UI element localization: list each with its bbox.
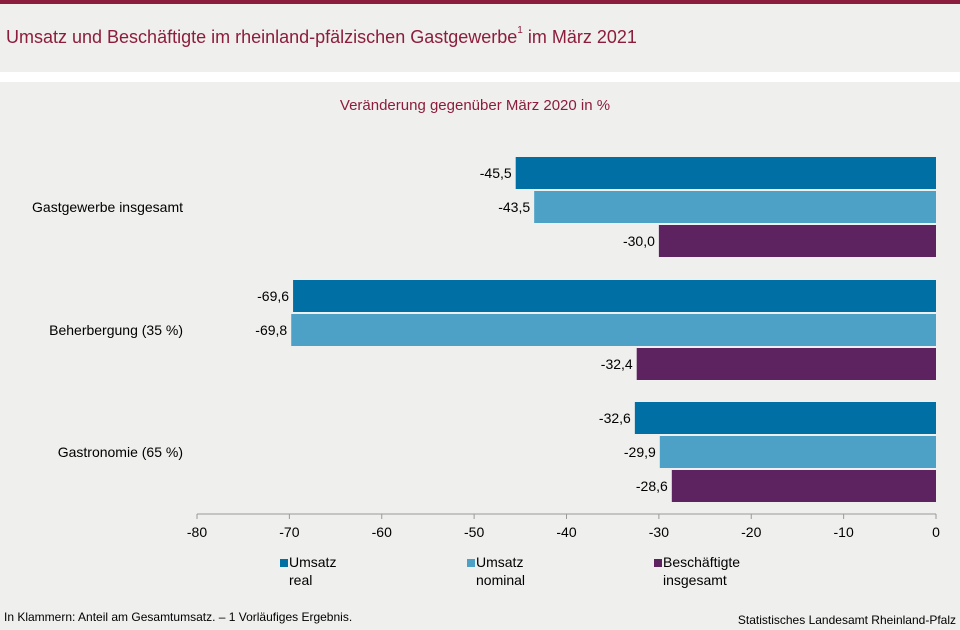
chart-title-suffix: im März 2021 xyxy=(522,27,637,47)
bar xyxy=(658,225,936,257)
chart-title: Umsatz und Beschäftigte im rheinland-pfä… xyxy=(6,25,637,48)
legend-label: nominal xyxy=(476,572,525,588)
bar-chart: Veränderung gegenüber März 2020 in % Gast… xyxy=(32,97,940,588)
x-tick-label: -50 xyxy=(464,524,484,540)
data-label: -30,0 xyxy=(623,233,655,249)
bar xyxy=(671,470,936,502)
bar xyxy=(659,436,936,468)
bar xyxy=(534,191,936,223)
bar xyxy=(636,348,936,380)
legend-label: insgesamt xyxy=(663,572,727,588)
x-tick-label: -60 xyxy=(372,524,392,540)
legend-swatch xyxy=(280,559,288,567)
x-tick-label: 0 xyxy=(932,524,940,540)
data-label: -69,6 xyxy=(257,288,289,304)
bar xyxy=(293,280,936,312)
legend-label: Beschäftigte xyxy=(663,554,740,570)
chart-subtitle: Veränderung gegenüber März 2020 in % xyxy=(340,97,610,114)
x-tick-label: -10 xyxy=(834,524,854,540)
x-tick-label: -80 xyxy=(187,524,207,540)
data-label: -43,5 xyxy=(498,199,530,215)
category-label: Gastgewerbe insgesamt xyxy=(32,199,183,215)
bar xyxy=(634,402,936,434)
category-label: Gastronomie (65 %) xyxy=(58,444,183,460)
data-label: -28,6 xyxy=(636,478,668,494)
legend-label: Umsatz xyxy=(476,554,523,570)
chart-title-main: Umsatz und Beschäftigte im rheinland-pfä… xyxy=(6,27,518,47)
data-label: -32,4 xyxy=(601,356,633,372)
header: Umsatz und Beschäftigte im rheinland-pfä… xyxy=(0,4,960,72)
x-tick-label: -40 xyxy=(556,524,576,540)
source-credit: Statistisches Landesamt Rheinland-Pfalz xyxy=(737,613,956,627)
data-label: -45,5 xyxy=(480,165,512,181)
x-tick-label: -30 xyxy=(649,524,669,540)
chart-title-footnote-marker: 1 xyxy=(517,25,523,36)
top-accent-bar xyxy=(0,0,960,4)
category-label: Beherbergung (35 %) xyxy=(49,322,183,338)
bar xyxy=(515,157,936,189)
footnote: In Klammern: Anteil am Gesamtumsatz. – 1… xyxy=(4,610,353,624)
data-label: -29,9 xyxy=(624,444,656,460)
legend-swatch xyxy=(467,559,475,567)
legend-label: Umsatz xyxy=(289,554,336,570)
x-tick-label: -20 xyxy=(741,524,761,540)
legend-swatch xyxy=(654,559,662,567)
legend-label: real xyxy=(289,572,312,588)
data-label: -32,6 xyxy=(599,410,631,426)
x-tick-label: -70 xyxy=(279,524,299,540)
header-separator xyxy=(0,72,960,82)
data-label: -69,8 xyxy=(255,322,287,338)
bar xyxy=(291,314,936,346)
